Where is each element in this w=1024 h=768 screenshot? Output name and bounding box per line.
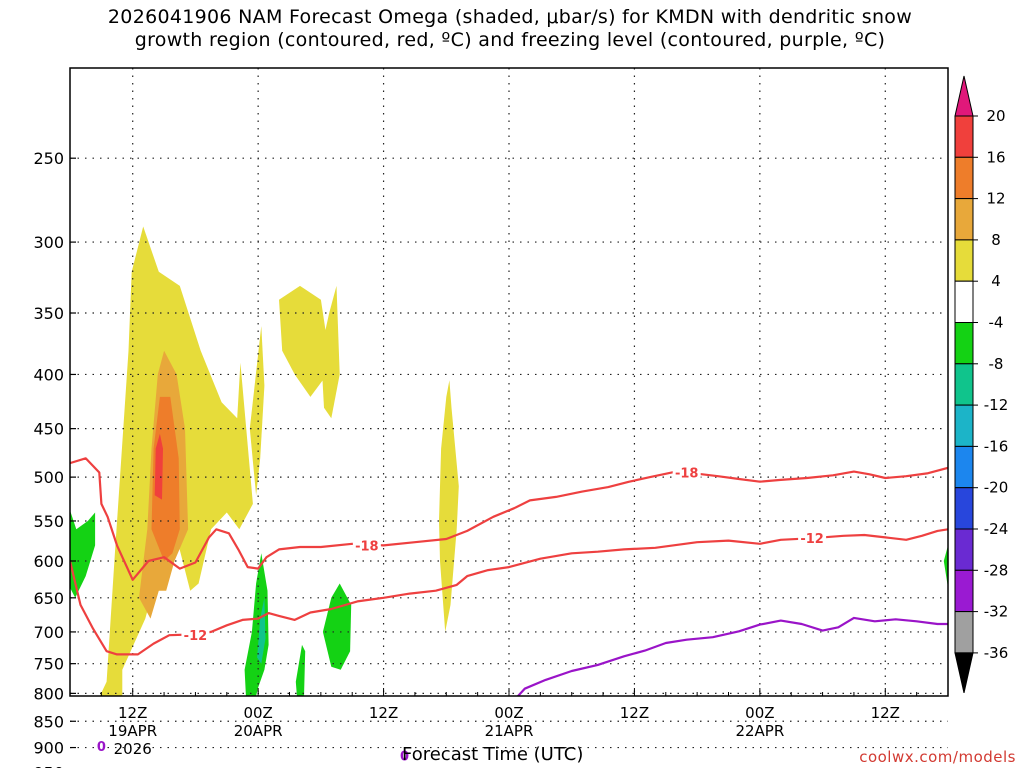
omega-region-14 xyxy=(876,729,882,747)
omega-region-3 xyxy=(320,285,340,419)
omega-region-1 xyxy=(249,326,265,496)
y-tick-label: 350 xyxy=(33,304,64,323)
contour-line xyxy=(70,457,948,581)
contour-labels: -18 -18 -12 -12 0 0 xyxy=(95,464,827,765)
contour-label: -18 xyxy=(675,466,699,481)
colorbar-tick-label: -16 xyxy=(984,437,1009,455)
omega-region-4 xyxy=(439,380,459,632)
x-tick-label: 20APR xyxy=(234,722,283,740)
colorbar-tick-label: -36 xyxy=(984,644,1009,662)
colorbar-bin xyxy=(954,280,974,324)
y-tick-label: 600 xyxy=(33,552,64,571)
omega-region-9 xyxy=(244,553,269,696)
omega-region-2 xyxy=(279,285,332,397)
omega-region-12 xyxy=(322,583,352,670)
y-tick-label: 950 xyxy=(33,763,64,768)
y-tick-label: 700 xyxy=(33,623,64,642)
y-tick-label: 450 xyxy=(33,420,64,439)
x-tick-label: 2026 xyxy=(114,740,152,758)
colorbar-bin xyxy=(954,528,974,571)
y-tick-label: 750 xyxy=(33,655,64,674)
y-tick-label: 250 xyxy=(33,149,64,168)
colorbar-tick-label: -8 xyxy=(989,355,1004,373)
contour-label-bg xyxy=(181,627,210,643)
omega-region-15 xyxy=(943,545,948,588)
x-tick-label: 22APR xyxy=(735,722,784,740)
contour-label: -18 xyxy=(355,539,379,554)
contour-label: 0 xyxy=(400,750,409,765)
colorbar-tick-label: -20 xyxy=(984,479,1009,497)
y-tick-label: 900 xyxy=(33,739,64,758)
omega-region-10 xyxy=(257,597,266,664)
chart-title-line-1: 2026041906 NAM Forecast Omega (shaded, μ… xyxy=(107,6,913,28)
colorbar-tick-label: 16 xyxy=(986,148,1005,166)
contour-label: 0 xyxy=(97,740,106,755)
omega-region-8 xyxy=(70,510,96,598)
x-tick-label: 00Z xyxy=(243,704,272,722)
contour-label: -12 xyxy=(800,532,824,547)
colorbar-top-arrow xyxy=(954,75,974,117)
chart-title-line-2: growth region (contoured, red, ºC) and f… xyxy=(134,29,886,51)
x-tick-label: 12Z xyxy=(118,704,147,722)
contour-label-bg xyxy=(672,464,701,480)
omega-shaded-regions xyxy=(70,226,948,747)
y-tick-label: 300 xyxy=(33,233,64,252)
x-tick-label: 12Z xyxy=(871,704,900,722)
colorbar-bin xyxy=(954,611,974,654)
pressure-axis: 250 300 350 400 450 500 550 600 650 700 750 800 850 9… xyxy=(33,149,76,768)
colorbar-tick-label: -28 xyxy=(984,561,1009,579)
site-credit: coolwx.com/models xyxy=(859,748,1016,766)
colorbar-bin xyxy=(954,363,974,406)
colorbar-tick-label: -4 xyxy=(989,314,1004,332)
colorbar-bin xyxy=(954,156,974,200)
colorbar-bin xyxy=(954,322,974,365)
colorbar-bin xyxy=(954,115,974,158)
x-tick-label: 12Z xyxy=(620,704,649,722)
contour-label: -12 xyxy=(184,629,208,644)
omega-region-6 xyxy=(151,396,180,561)
contour-line xyxy=(516,616,948,696)
x-axis-title: Forecast Time (UTC) xyxy=(402,744,584,765)
y-tick-label: 400 xyxy=(33,365,64,384)
y-tick-label: 500 xyxy=(33,468,64,487)
contour-label-bg xyxy=(798,530,827,546)
colorbar-tick-label: 20 xyxy=(986,107,1005,125)
x-tick-label: 12Z xyxy=(369,704,398,722)
omega-colorbar: 20 16 12 8 4 -4 -8 -12 -16 -20 -24 -28 -32 -36 xyxy=(954,75,1009,694)
colorbar-tick-label: -12 xyxy=(984,396,1009,414)
chart-title: 2026041906 NAM Forecast Omega (shaded, μ… xyxy=(0,6,1020,52)
omega-region-7 xyxy=(154,433,163,500)
colorbar-tick-label: 8 xyxy=(991,231,1001,249)
colorbar-bin xyxy=(954,569,974,613)
colorbar-bin xyxy=(954,487,974,530)
contour-label-bg xyxy=(95,738,108,754)
colorbar-tick-label: -32 xyxy=(984,603,1009,621)
colorbar-bin xyxy=(954,404,974,447)
y-tick-label: 550 xyxy=(33,512,64,531)
x-tick-label: 00Z xyxy=(494,704,523,722)
colorbar-bin xyxy=(954,239,974,282)
y-tick-label: 800 xyxy=(33,684,64,703)
colorbar-tick-label: -24 xyxy=(984,520,1009,538)
y-tick-label: 850 xyxy=(33,712,64,731)
colorbar-tick-label: 4 xyxy=(991,272,1001,290)
colorbar-bin xyxy=(954,445,974,489)
omega-region-11 xyxy=(295,644,306,696)
colorbar-bottom-arrow xyxy=(954,652,974,694)
y-tick-label: 650 xyxy=(33,589,64,608)
contour-label-bg xyxy=(352,537,381,553)
x-tick-label: 00Z xyxy=(745,704,774,722)
colorbar-bin xyxy=(954,198,974,241)
colorbar-tick-label: 12 xyxy=(986,190,1005,208)
contour-label-bg xyxy=(398,747,411,763)
x-tick-label: 21APR xyxy=(485,722,534,740)
x-tick-label: 19APR xyxy=(108,722,157,740)
